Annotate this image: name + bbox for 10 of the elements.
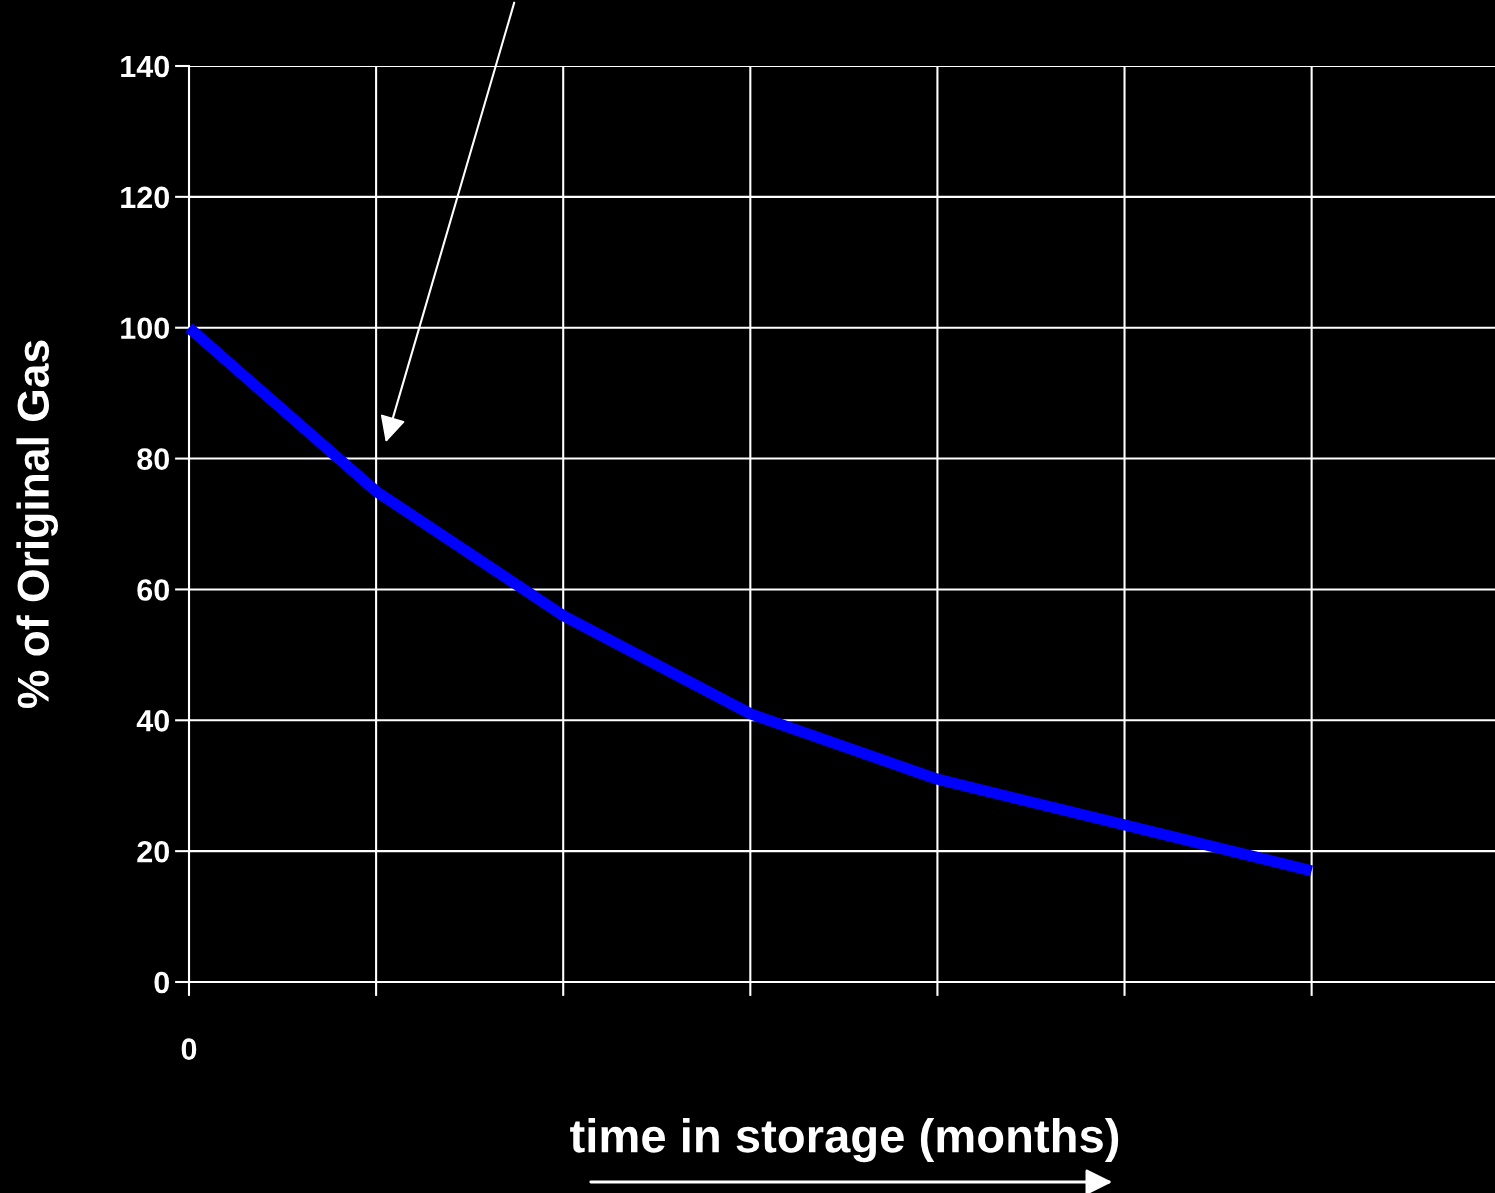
y-tick-label: 120 [121, 186, 169, 209]
y-tick-label: 100 [121, 317, 169, 340]
y-tick-label: 60 [137, 579, 169, 601]
y-tick-label: 0 [154, 971, 169, 994]
y-tick-label: 40 [136, 710, 169, 732]
x-axis-title: time in storage (months) [570, 1118, 1119, 1163]
y-axis-title: % of Original Gas [16, 340, 58, 709]
y-tick-label: 140 [121, 55, 169, 78]
y-tick-label: 20 [137, 840, 169, 863]
y-tick-label: 80 [137, 448, 169, 470]
